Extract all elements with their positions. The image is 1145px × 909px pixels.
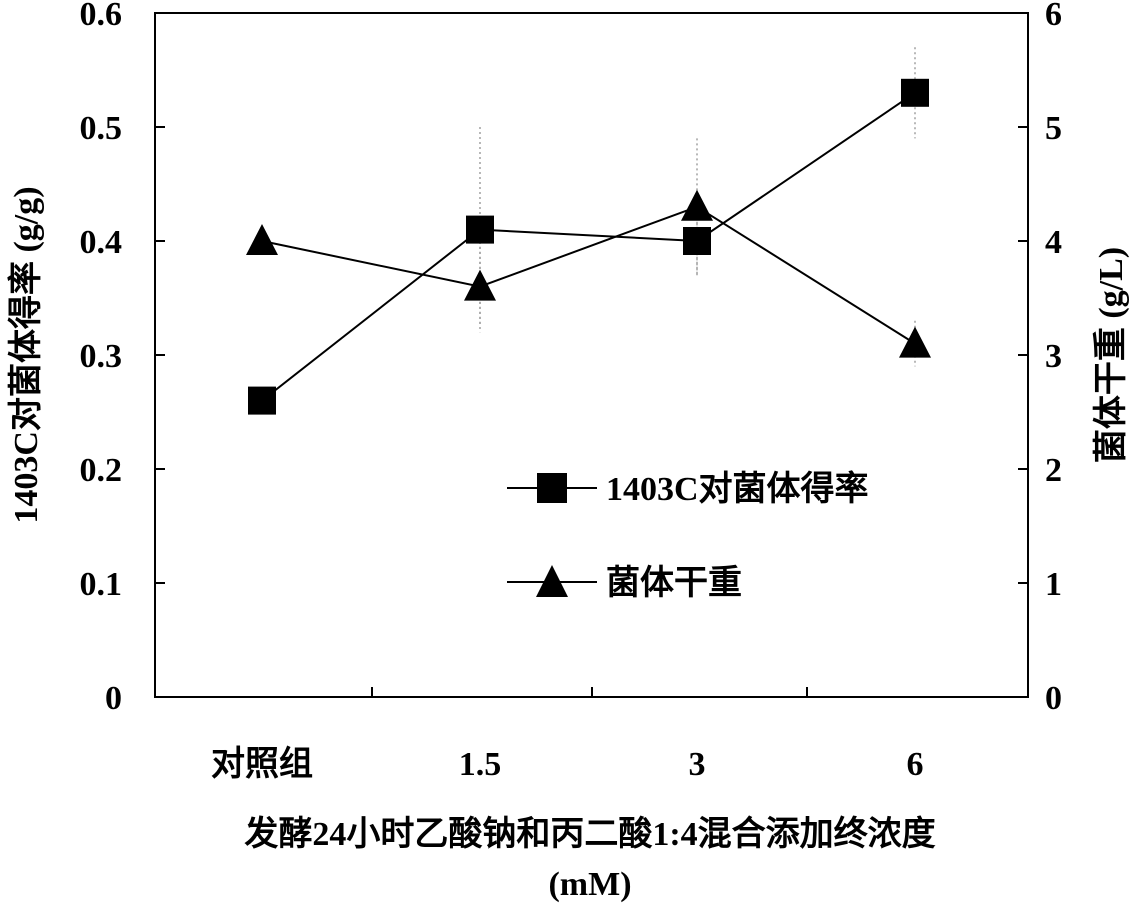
left-axis-title: 1403C对菌体得率 (g/g)	[7, 186, 45, 523]
left-tick-label: 0.5	[80, 110, 123, 147]
plot-frame	[155, 13, 1028, 697]
category-labels: 对照组 1.5 3 6	[211, 745, 924, 783]
left-tick-label: 0.6	[80, 0, 123, 33]
right-tick-label: 5	[1045, 110, 1062, 147]
right-tick-label: 0	[1045, 680, 1062, 717]
square-marker	[466, 216, 494, 244]
legend-label-series2: 菌体干重	[606, 564, 742, 602]
left-tick-label: 0.4	[80, 224, 123, 261]
left-tick-label: 0.3	[80, 338, 123, 375]
left-tick-label: 0.1	[80, 566, 123, 603]
left-axis-ticks: 0 0.1 0.2 0.3 0.4 0.5 0.6	[80, 0, 166, 717]
square-marker	[248, 387, 276, 415]
category-label: 1.5	[459, 746, 502, 783]
right-tick-label: 2	[1045, 452, 1062, 489]
right-tick-label: 1	[1045, 566, 1062, 603]
triangle-marker	[246, 224, 278, 255]
series-lines	[262, 93, 915, 401]
left-tick-label: 0	[105, 680, 122, 717]
triangle-marker	[681, 190, 713, 221]
right-tick-label: 6	[1045, 0, 1062, 33]
x-axis-ticks	[372, 687, 807, 697]
left-tick-label: 0.2	[80, 452, 123, 489]
category-label: 对照组	[211, 745, 313, 783]
square-marker	[683, 227, 711, 255]
category-label: 6	[907, 746, 924, 783]
category-label: 3	[689, 746, 706, 783]
x-axis-title-line2: (mM)	[548, 866, 631, 903]
right-axis-title: 菌体干重 (g/L)	[1092, 247, 1130, 463]
right-axis-ticks: 0 1 2 3 4 5 6	[1018, 0, 1062, 717]
legend-square-marker	[537, 473, 567, 503]
right-tick-label: 4	[1045, 224, 1062, 261]
triangle-marker	[899, 327, 931, 358]
legend-label-series1: 1403C对菌体得率	[606, 470, 869, 508]
square-marker	[901, 79, 929, 107]
legend: 1403C对菌体得率 菌体干重	[507, 470, 869, 602]
right-tick-label: 3	[1045, 338, 1062, 375]
x-axis-title-line1: 发酵24小时乙酸钠和丙二酸1:4混合添加终浓度	[244, 815, 935, 853]
